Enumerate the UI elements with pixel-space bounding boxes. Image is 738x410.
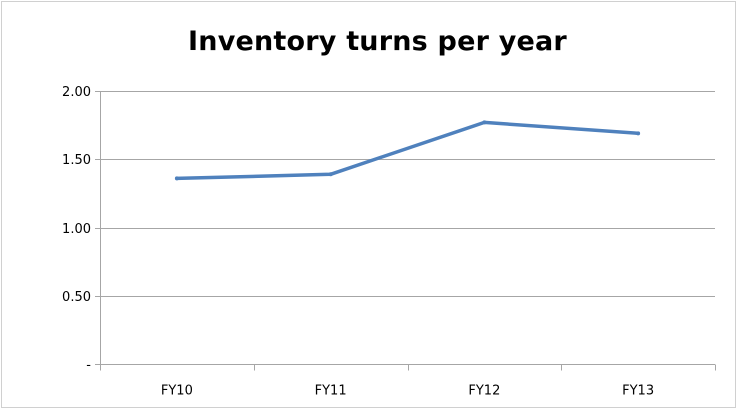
y-tick-label: - [86,358,91,373]
y-tick-label: 1.50 [62,153,91,168]
x-tick-label: FY11 [315,384,347,399]
tick-labels: - 0.50 1.00 1.50 2.00 FY10 FY11 FY12 FY13 [62,85,654,399]
series-line [175,120,640,181]
gridlines [100,91,715,297]
data-point [482,120,487,125]
x-tick-label: FY12 [468,384,500,399]
data-point [174,176,179,181]
y-tick-label: 0.50 [62,290,91,305]
data-point [328,172,333,177]
chart-title: Inventory turns per year [188,26,567,57]
x-tick-label: FY10 [161,384,193,399]
axes [95,91,716,371]
series-layer [174,120,641,181]
x-tick-label: FY13 [622,384,654,399]
y-tick-label: 1.00 [62,222,91,237]
data-point [636,131,641,136]
y-tick-label: 2.00 [62,85,91,100]
